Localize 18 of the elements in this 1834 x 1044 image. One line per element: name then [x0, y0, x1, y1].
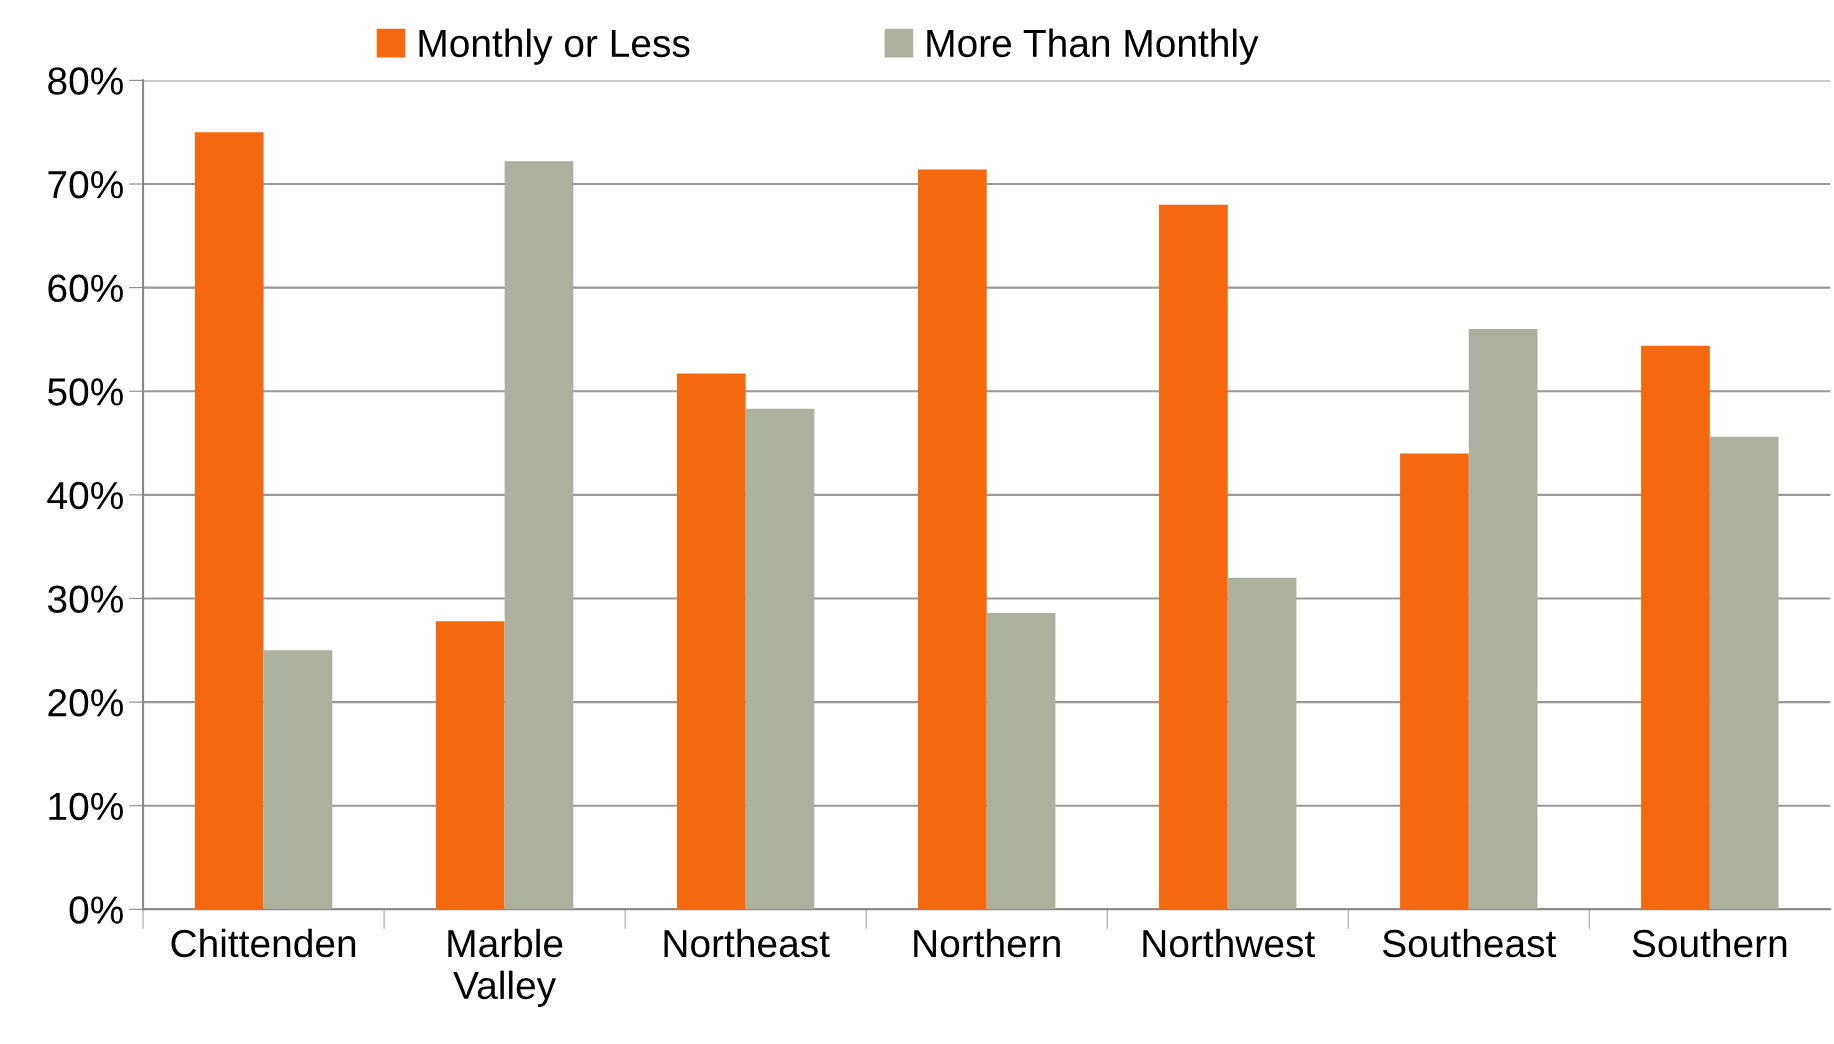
x-tick-label: Southern [1632, 928, 1787, 958]
y-tick-label: 40% [47, 481, 123, 510]
x-tick-label: Southeast [1382, 928, 1557, 958]
y-tick-label: 80% [48, 67, 123, 95]
y-tick-label: 20% [48, 689, 123, 717]
x-tick-label: Chittenden [171, 928, 356, 958]
y-tick-label: 30% [47, 585, 123, 613]
y-tick-label: 50% [48, 378, 123, 406]
legend-label: Monthly or Less [419, 28, 690, 65]
y-tick-label: 60% [48, 274, 123, 303]
x-tick-label: Northeast [664, 928, 830, 958]
legend-label: More Than Monthly [927, 28, 1259, 65]
y-tick-label: 70% [48, 170, 123, 199]
x-tick-label: Northern [914, 928, 1060, 958]
y-tick-label: 10% [49, 792, 123, 821]
x-tick-label: Marble Valley [448, 928, 563, 1007]
y-tick-label: 0% [69, 896, 123, 924]
x-tick-label: Northwest [1143, 928, 1315, 958]
